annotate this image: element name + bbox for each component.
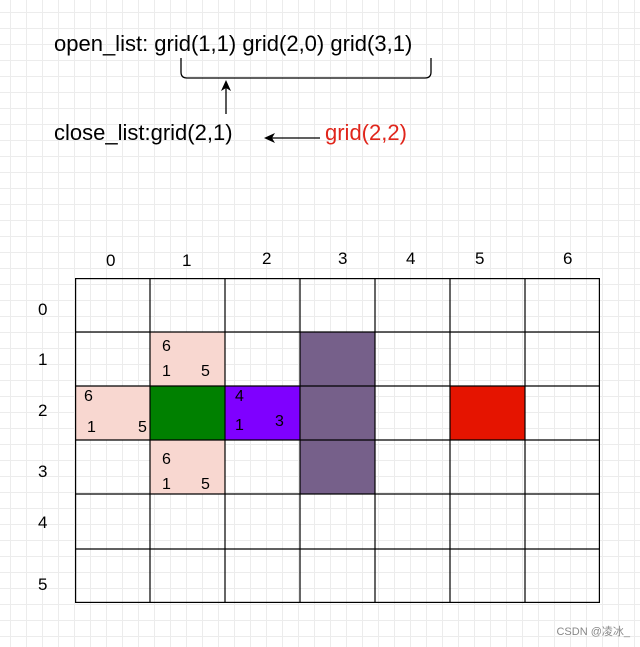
cell-1-1-h: 5 bbox=[201, 363, 210, 380]
row-label-2: 2 bbox=[38, 401, 48, 420]
col-label-3: 3 bbox=[338, 249, 348, 268]
row-label-1: 1 bbox=[38, 350, 48, 369]
cell-2-2-g: 1 bbox=[235, 417, 244, 434]
cell-2-0-h: 5 bbox=[138, 419, 147, 436]
cell-2-2-f: 4 bbox=[235, 388, 244, 405]
current-node-label: grid(2,2) bbox=[325, 120, 407, 145]
up-arrowhead bbox=[221, 80, 231, 91]
cell-2-2-current bbox=[225, 386, 300, 440]
cell-1-1-g: 1 bbox=[162, 363, 171, 380]
row-label-4: 4 bbox=[38, 513, 48, 532]
watermark: CSDN @凌冰_ bbox=[556, 626, 630, 638]
cell-1-1-candidate bbox=[150, 332, 225, 386]
cell-3-1-f: 6 bbox=[162, 451, 171, 468]
col-label-0: 0 bbox=[106, 251, 116, 270]
cell-1-1-f: 6 bbox=[162, 338, 171, 355]
cell-2-1-start bbox=[150, 386, 225, 440]
col-label-6: 6 bbox=[563, 249, 573, 268]
row-label-3: 3 bbox=[38, 462, 48, 481]
cell-3-1-h: 5 bbox=[201, 476, 210, 493]
row-label-0: 0 bbox=[38, 300, 48, 319]
obstacle-wall bbox=[300, 332, 375, 494]
cell-3-1-g: 1 bbox=[162, 476, 171, 493]
cell-2-2-h: 3 bbox=[275, 413, 284, 430]
col-label-1: 1 bbox=[182, 251, 192, 270]
row-label-5: 5 bbox=[38, 575, 48, 594]
cell-2-0-f: 6 bbox=[84, 388, 93, 405]
open-list-brace bbox=[180, 58, 432, 79]
close-list-label: close_list:grid(2,1) bbox=[54, 120, 233, 145]
cell-3-1-candidate bbox=[150, 440, 225, 494]
cell-2-0-candidate bbox=[75, 386, 150, 440]
cell-2-5-goal bbox=[450, 386, 525, 440]
col-label-2: 2 bbox=[262, 249, 272, 268]
open-list-label: open_list: grid(1,1) grid(2,0) grid(3,1) bbox=[54, 31, 413, 56]
col-label-5: 5 bbox=[475, 249, 485, 268]
cell-2-0-g: 1 bbox=[87, 419, 96, 436]
left-arrowhead bbox=[264, 133, 275, 143]
grid-board bbox=[75, 278, 600, 603]
col-label-4: 4 bbox=[406, 249, 416, 268]
